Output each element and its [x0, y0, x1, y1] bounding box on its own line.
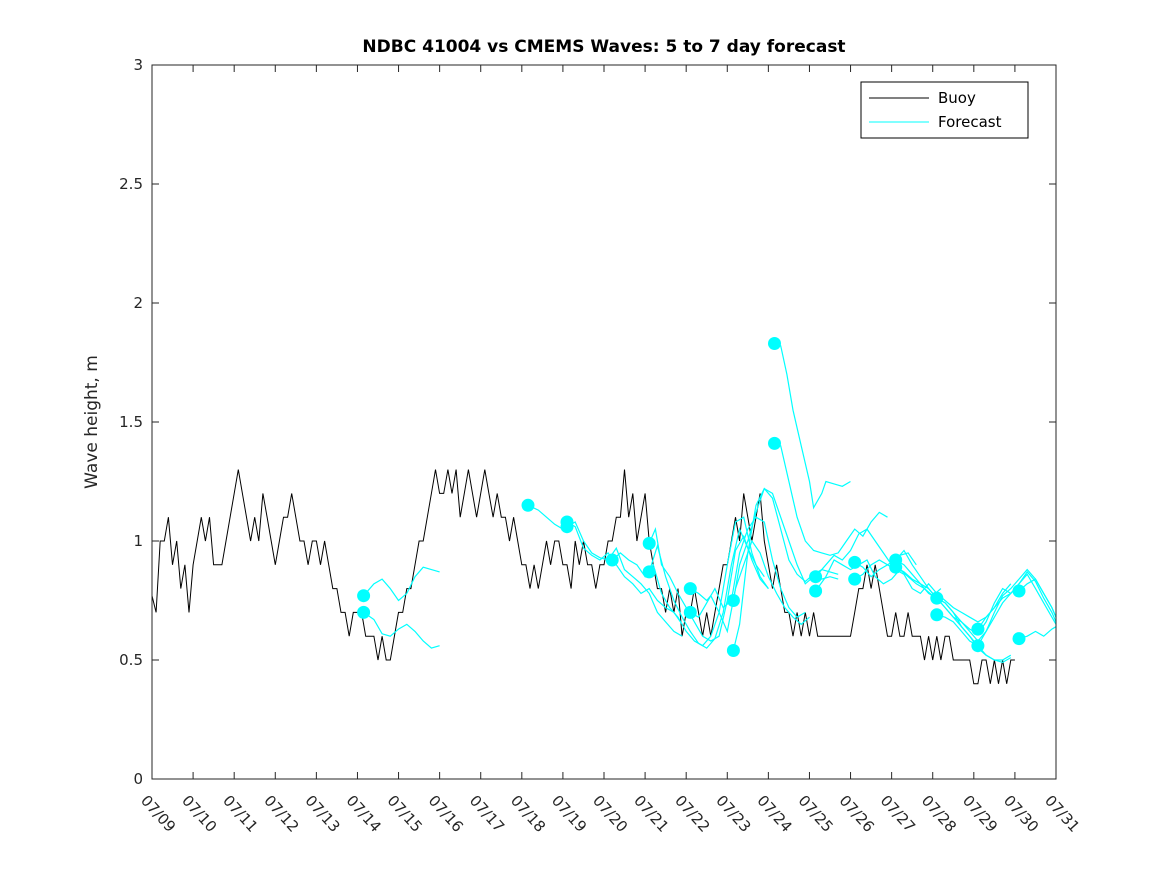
forecast-line	[363, 566, 440, 602]
forecast-line	[648, 527, 765, 649]
forecast-init-marker	[848, 572, 862, 586]
forecast-init-marker	[809, 584, 823, 598]
forecast-init-marker	[930, 608, 944, 622]
forecast-init-marker	[726, 644, 740, 657]
forecast-init-marker	[683, 605, 697, 619]
y-tick-label: 2	[133, 294, 143, 312]
forecast-init-marker	[357, 589, 371, 603]
legend-box	[860, 81, 1029, 139]
series-layer	[151, 337, 1057, 685]
forecast-line	[936, 570, 1057, 635]
legend-label-buoy: Buoy	[938, 89, 976, 107]
forecast-init-marker	[930, 591, 944, 605]
legend-label-forecast: Forecast	[938, 113, 1002, 131]
forecast-line	[566, 521, 683, 637]
y-tick-label: 1.5	[119, 413, 143, 431]
legend: Buoy Forecast	[860, 81, 1029, 139]
forecast-line	[527, 504, 564, 530]
chart-title: NDBC 41004 vs CMEMS Waves: 5 to 7 day fo…	[362, 37, 845, 57]
forecast-line	[566, 521, 683, 625]
forecast-init-marker	[768, 337, 781, 350]
forecast-line	[774, 442, 888, 556]
forecast-init-marker	[521, 498, 535, 512]
forecast-init-marker	[560, 520, 574, 534]
forecast-line	[854, 561, 1012, 623]
forecast-line	[1018, 578, 1057, 618]
forecast-init-marker	[683, 582, 697, 596]
forecast-init-marker	[1012, 584, 1026, 598]
y-tick-label: 0.5	[119, 651, 143, 669]
forecast-init-marker	[642, 565, 656, 579]
forecast-line	[977, 573, 1057, 630]
plot-area	[152, 65, 1056, 779]
buoy-series-line	[151, 469, 1015, 685]
forecast-init-marker	[768, 436, 781, 450]
forecast-init-marker	[357, 605, 371, 619]
y-axis-label: Wave height, m	[82, 355, 102, 489]
forecast-line	[689, 516, 806, 619]
forecast-init-marker	[971, 639, 985, 653]
forecast-line	[1018, 626, 1057, 640]
y-tick-label: 2.5	[119, 175, 143, 193]
forecast-line	[611, 516, 769, 647]
y-tick-label: 1	[133, 532, 143, 550]
forecast-line	[895, 566, 1012, 664]
forecast-init-marker	[889, 560, 903, 574]
forecast-init-marker	[1012, 632, 1026, 646]
forecast-line	[363, 611, 440, 649]
forecast-init-marker	[605, 553, 619, 567]
forecast-init-marker	[971, 622, 985, 636]
forecast-init-marker	[809, 570, 823, 584]
forecast-init-marker	[642, 536, 656, 550]
forecast-init-marker	[848, 555, 862, 569]
forecast-init-marker	[726, 594, 740, 607]
y-tick-label: 3	[133, 56, 143, 74]
y-tick-label: 0	[133, 770, 143, 788]
forecast-line	[815, 559, 942, 597]
forecast-line	[774, 342, 851, 510]
